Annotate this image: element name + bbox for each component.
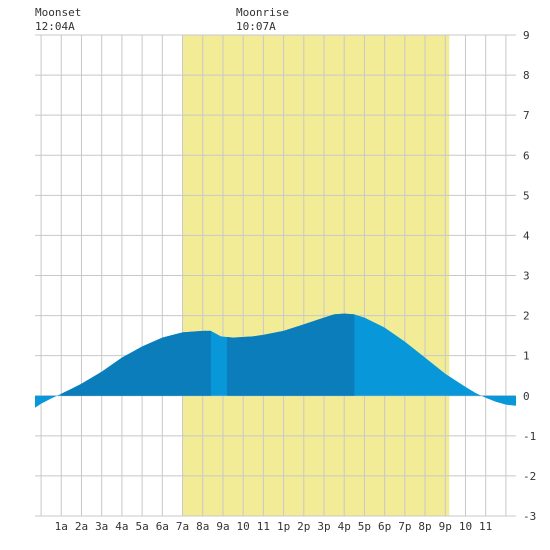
y-tick-label: 9 <box>523 29 530 42</box>
grid <box>35 34 516 517</box>
x-tick-label: 9a <box>216 520 229 533</box>
x-tick-label: 5a <box>135 520 148 533</box>
x-tick-label: 3p <box>317 520 330 533</box>
y-axis-labels: 9 8 7 6 5 4 3 2 1 0 -1 -2 -3 <box>523 29 536 523</box>
y-tick-label: -2 <box>523 470 536 483</box>
x-tick-label: 2a <box>75 520 88 533</box>
x-tick-label: 3a <box>95 520 108 533</box>
y-tick-label: 4 <box>523 229 530 242</box>
x-tick-label: 4p <box>338 520 351 533</box>
x-tick-label: 7a <box>176 520 189 533</box>
x-tick-label: 9p <box>439 520 452 533</box>
y-tick-label: 3 <box>523 270 530 283</box>
y-tick-label: 2 <box>523 310 530 323</box>
y-tick-label: 5 <box>523 189 530 202</box>
x-tick-label: 10 <box>459 520 472 533</box>
y-tick-label: 7 <box>523 109 530 122</box>
moonset-label: Moonset <box>35 6 81 19</box>
moonset-time: 12:04A <box>35 20 75 33</box>
x-tick-label: 6a <box>156 520 169 533</box>
moonrise-label: Moonrise <box>236 6 289 19</box>
x-tick-label: 8p <box>418 520 431 533</box>
y-tick-label: -1 <box>523 430 536 443</box>
x-tick-label: 10 <box>237 520 250 533</box>
y-tick-label: 6 <box>523 149 530 162</box>
x-tick-label: 4a <box>115 520 128 533</box>
x-tick-label: 6p <box>378 520 391 533</box>
x-tick-label: 1a <box>55 520 68 533</box>
y-tick-label: 0 <box>523 390 530 403</box>
x-tick-label: 8a <box>196 520 209 533</box>
x-tick-label: 11 <box>479 520 492 533</box>
x-axis-labels: 1a 2a 3a 4a 5a 6a 7a 8a 9a 10 11 1p 2p 3p 4p 5p 6p 7p 8p 9p… <box>55 520 493 533</box>
x-tick-label: 2p <box>297 520 310 533</box>
x-tick-label: 11 <box>257 520 270 533</box>
y-tick-label: -3 <box>523 510 536 523</box>
y-tick-label: 1 <box>523 350 530 363</box>
moonrise-time: 10:07A <box>236 20 276 33</box>
x-tick-label: 5p <box>358 520 371 533</box>
y-tick-label: 8 <box>523 69 530 82</box>
x-tick-label: 7p <box>398 520 411 533</box>
x-tick-label: 1p <box>277 520 290 533</box>
